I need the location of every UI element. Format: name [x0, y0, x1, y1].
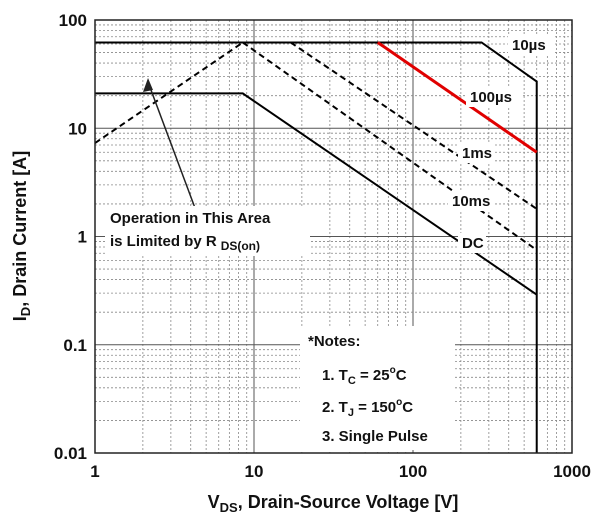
note: o [396, 397, 402, 408]
series-label: 100µs [470, 89, 512, 106]
note: = 25 [356, 367, 390, 384]
arrow-head [143, 78, 153, 92]
series-line [376, 41, 538, 154]
x-axis-label: , Drain-Source Voltage [V] [238, 492, 459, 512]
x-tick-label: 1 [90, 462, 99, 481]
notes-title: *Notes: [308, 333, 361, 350]
y-axis-label: D [18, 307, 33, 316]
note: 1. TC = 25oC [322, 365, 407, 387]
y-axis-label: , Drain Current [A] [10, 151, 30, 307]
y-tick-label: 1 [78, 228, 87, 247]
series-label-bg [448, 191, 494, 211]
note: 3. Single Pulse [322, 428, 428, 445]
x-axis-label: DS [220, 500, 238, 515]
y-axis-label: ID, Drain Current [A] [10, 151, 33, 321]
annotation-text: is Limited by R [110, 233, 217, 250]
note: C [396, 367, 407, 384]
x-tick-label: 10 [245, 462, 264, 481]
x-axis-label: V [208, 492, 220, 512]
x-axis-label: VDS, Drain-Source Voltage [V] [208, 492, 459, 515]
labels: 10µs 100µs 1ms 10ms DC [448, 35, 554, 253]
series-label: 10µs [512, 37, 546, 54]
note: C [402, 399, 413, 416]
annotation-text: is Limited by R DS(on) [110, 233, 260, 253]
y-tick-label: 0.01 [54, 444, 87, 463]
note: 2. TJ = 150oC [322, 397, 413, 419]
x-tick-label: 100 [399, 462, 427, 481]
series-label: 1ms [462, 145, 492, 162]
series-label-bg [458, 233, 486, 253]
series-label-bg [508, 35, 554, 55]
y-tick-label: 100 [59, 11, 87, 30]
series-label: 10ms [452, 193, 490, 210]
series-label: DC [462, 235, 484, 252]
note: 1. T [322, 367, 348, 384]
series-line [95, 41, 538, 453]
series-label-bg [466, 87, 521, 107]
annotation-text: Operation in This Area [110, 210, 271, 227]
y-tick-label: 0.1 [63, 336, 87, 355]
note: J [348, 407, 354, 419]
y-tick-label: 10 [68, 119, 87, 138]
annotation-sub: DS(on) [221, 239, 260, 253]
note: o [390, 365, 396, 376]
note: = 150 [354, 399, 396, 416]
note: C [348, 375, 356, 387]
annotation-bg [105, 206, 310, 256]
x-tick-label: 1000 [553, 462, 591, 481]
notes-bg [300, 326, 455, 450]
series-line [95, 92, 538, 296]
plot-frame [94, 19, 573, 454]
arrow [147, 81, 196, 209]
note: 2. T [322, 399, 348, 416]
series-label-bg [458, 143, 495, 163]
y-axis-label: I [10, 316, 30, 321]
lines [94, 41, 538, 453]
